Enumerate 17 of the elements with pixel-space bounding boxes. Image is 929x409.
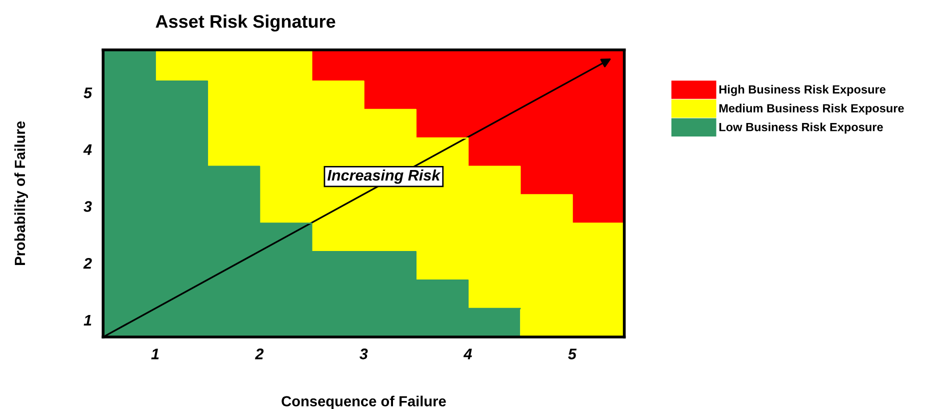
- y-axis-title: Probability of Failure: [14, 121, 28, 265]
- y-tick-label: 3: [84, 201, 92, 212]
- x-axis-title: Consequence of Failure: [282, 396, 446, 409]
- legend-label: High Business Risk Exposure: [719, 84, 886, 96]
- legend-label: Low Business Risk Exposure: [719, 122, 883, 134]
- x-tick-label: 5: [568, 348, 577, 360]
- y-tick-label: 4: [83, 144, 92, 155]
- y-tick-label: 5: [84, 88, 92, 98]
- x-tick-label: 4: [463, 348, 472, 360]
- y-tick-label: 1: [84, 314, 92, 326]
- x-tick-label: 2: [254, 348, 264, 360]
- x-tick-label: 3: [360, 348, 368, 360]
- x-tick-label: 1: [151, 348, 159, 360]
- y-tick-label: 2: [83, 258, 92, 269]
- annotation: Increasing Risk: [327, 169, 441, 184]
- chart-title: Asset Risk Signature: [156, 14, 336, 32]
- legend-label: Medium Business Risk Exposure: [719, 104, 904, 115]
